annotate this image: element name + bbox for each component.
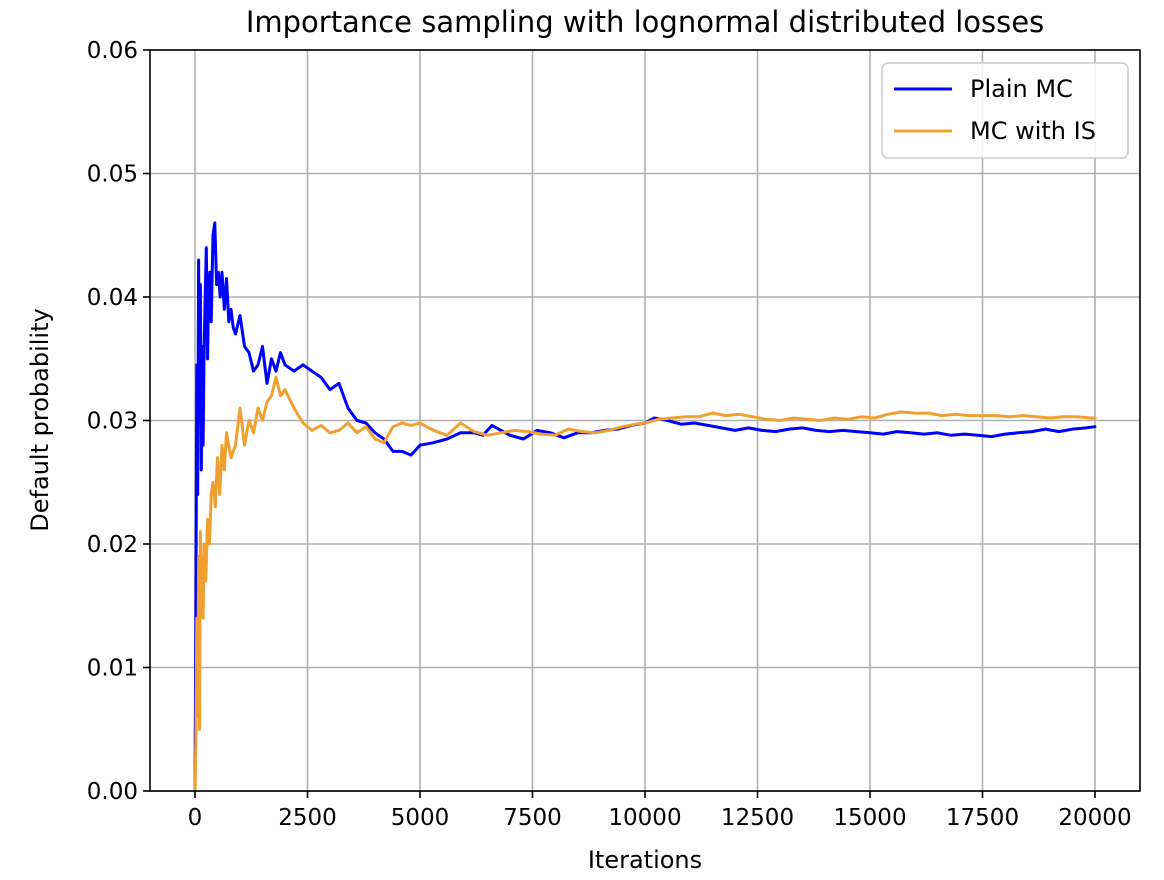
legend-label-plain-mc: Plain MC [970, 75, 1073, 103]
x-tick-label: 15000 [833, 805, 906, 831]
y-tick-label: 0.02 [87, 532, 138, 558]
x-tick-label: 2500 [278, 805, 337, 831]
ticks-layer: 0 2500 5000 7500 10000 12500 15000 17500 20000 0.… [87, 38, 1132, 831]
y-tick-label: 0.06 [87, 38, 138, 64]
grid-layer [150, 49, 1140, 792]
legend-box [881, 62, 1129, 159]
x-tick-label: 10000 [608, 805, 681, 831]
y-tick-label: 0.03 [87, 409, 138, 435]
x-tick-label: 12500 [721, 805, 794, 831]
series-line-mc-with-is [193, 375, 1097, 793]
x-tick-label: 0 [188, 805, 203, 831]
y-tick-label: 0.01 [87, 656, 138, 682]
x-tick-label: 5000 [391, 805, 450, 831]
chart-title: Importance sampling with lognormal distr… [246, 5, 1044, 39]
x-tick-label: 17500 [946, 805, 1019, 831]
x-axis-label: Iterations [588, 846, 702, 874]
y-tick-label: 0.05 [87, 162, 138, 188]
x-tick-label: 7500 [503, 805, 562, 831]
x-tick-label: 20000 [1058, 805, 1131, 831]
legend-label-mc-with-is: MC with IS [970, 117, 1096, 145]
y-tick-label: 0.00 [87, 779, 138, 805]
y-tick-label: 0.04 [87, 285, 138, 311]
y-axis-label: Default probability [26, 308, 54, 531]
series-layer [193, 221, 1097, 793]
series-line-plain-mc [193, 221, 1097, 793]
legend: Plain MC MC with IS [881, 62, 1129, 159]
